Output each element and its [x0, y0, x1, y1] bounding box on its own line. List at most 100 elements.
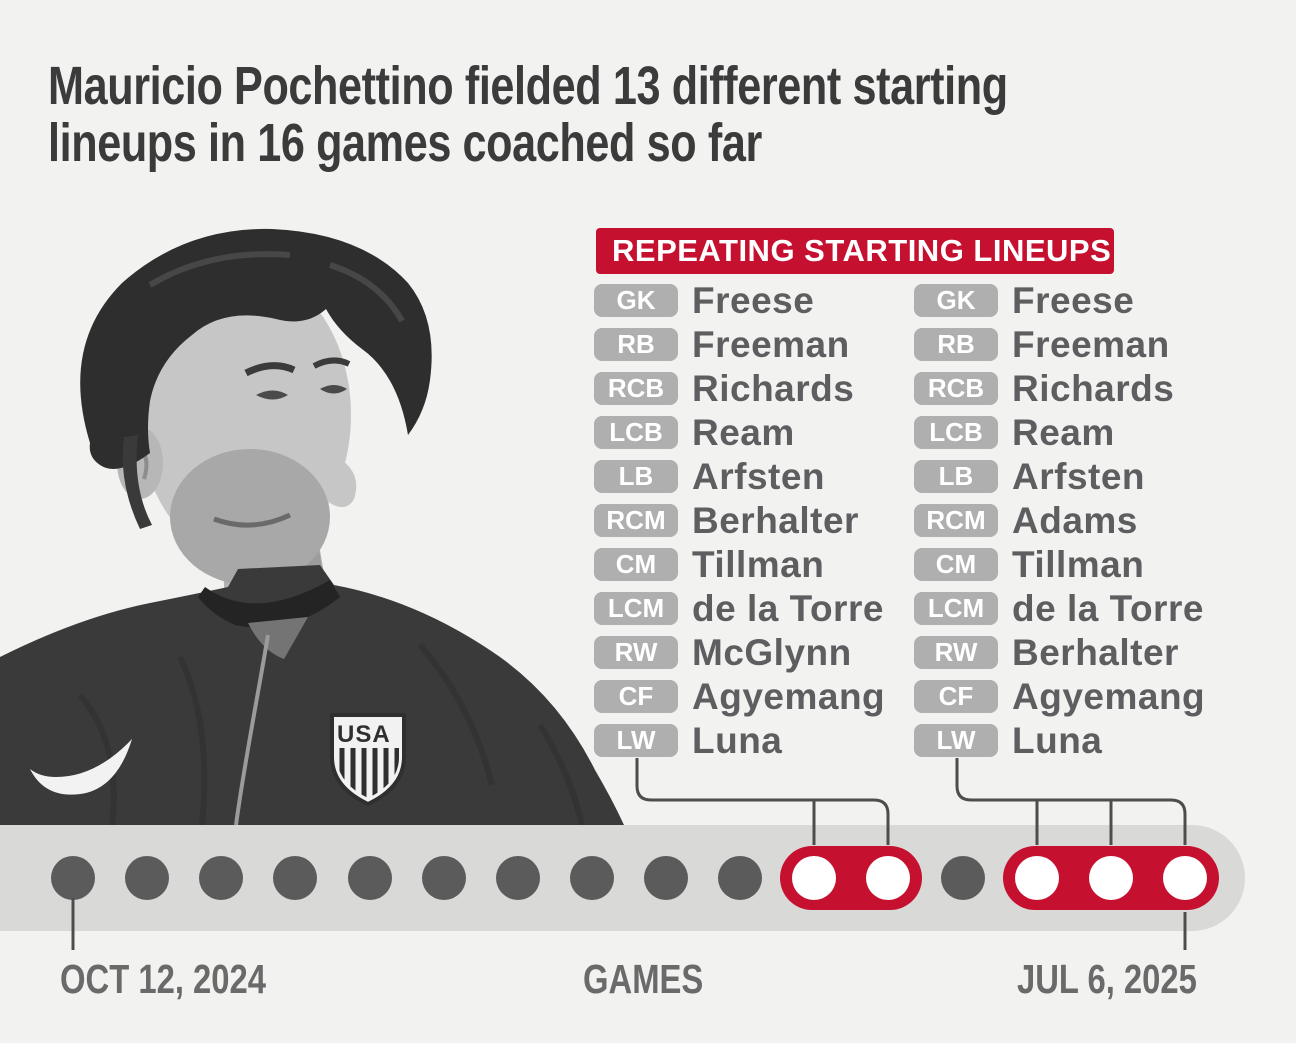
lineup-column-1: GK Freese RB Freeman RCB Richards LCB Ream LB Arf… [594, 280, 886, 761]
repeated-game-dot [1088, 856, 1133, 900]
player-name: Agyemang [692, 675, 886, 717]
player-row: RW Berhalter [914, 632, 1205, 673]
player-name: Luna [692, 719, 783, 761]
repeating-lineups-banner: REPEATING STARTING LINEUPS [596, 228, 1114, 274]
collar [198, 580, 340, 628]
game-dot [644, 856, 689, 900]
player-name: Freese [692, 279, 815, 321]
player-row: RCM Adams [914, 500, 1205, 541]
player-name: Tillman [1012, 543, 1145, 585]
nose [330, 453, 357, 508]
player-row: RCM Berhalter [594, 500, 885, 541]
page-title-line-1: Mauricio Pochettino fielded 13 different… [48, 56, 1008, 116]
usa-crest-icon: USA [330, 713, 406, 806]
position-badge: RCM [914, 504, 998, 537]
player-row: GK Freese [594, 280, 885, 321]
timeline-start-date: OCT 12, 2024 [60, 956, 267, 1002]
position-badge: RB [914, 328, 998, 361]
repeated-game-dot [792, 856, 837, 900]
game-dot [569, 856, 614, 900]
repeated-game-dot [1014, 856, 1059, 900]
player-name: de la Torre [692, 587, 884, 629]
player-name: Richards [692, 367, 855, 409]
player-row: RCB Richards [914, 368, 1205, 409]
player-row: LB Arfsten [914, 456, 1205, 497]
player-name: McGlynn [692, 631, 852, 673]
page-title-line-2: lineups in 16 games coached so far [48, 113, 762, 173]
player-row: RW McGlynn [594, 632, 885, 673]
position-badge: RCB [914, 372, 998, 405]
player-row: LCB Ream [594, 412, 885, 453]
position-badge: LW [914, 724, 998, 757]
player-name: Adams [1012, 499, 1138, 541]
position-badge: CF [594, 680, 678, 713]
player-name: de la Torre [1012, 587, 1204, 629]
player-row: LW Luna [594, 720, 885, 761]
position-badge: RB [594, 328, 678, 361]
jacket [0, 565, 624, 825]
game-dot [718, 856, 763, 900]
mouth [213, 512, 292, 528]
game-dot [940, 856, 985, 900]
position-badge: LB [594, 460, 678, 493]
player-row: LCM de la Torre [914, 588, 1205, 629]
player-name: Freeman [1012, 323, 1170, 365]
position-badge: LW [594, 724, 678, 757]
position-badge: CM [594, 548, 678, 581]
repeated-game-dot [1162, 856, 1207, 900]
player-name: Agyemang [1012, 675, 1206, 717]
player-row: CM Tillman [914, 544, 1205, 585]
player-row: RB Freeman [594, 324, 885, 365]
game-dot [347, 856, 392, 900]
position-badge: RCM [594, 504, 678, 537]
position-badge: LCB [914, 416, 998, 449]
position-badge: LCM [914, 592, 998, 625]
player-name: Freese [1012, 279, 1135, 321]
player-row: LCM de la Torre [594, 588, 885, 629]
game-dot [51, 856, 95, 900]
eye [256, 390, 288, 400]
position-badge: CF [914, 680, 998, 713]
timeline-axis-label: GAMES [583, 956, 704, 1002]
player-row: CF Agyemang [914, 676, 1205, 717]
player-name: Arfsten [692, 455, 826, 497]
position-badge: CM [914, 548, 998, 581]
player-row: LW Luna [914, 720, 1205, 761]
player-name: Tillman [692, 543, 825, 585]
timeline-end-date: JUL 6, 2025 [1017, 956, 1197, 1002]
position-badge: LCM [594, 592, 678, 625]
position-badge: RCB [594, 372, 678, 405]
player-name: Ream [1012, 411, 1115, 453]
player-name: Berhalter [1012, 631, 1179, 673]
game-dot [125, 856, 170, 900]
player-row: LB Arfsten [594, 456, 885, 497]
hair [80, 228, 432, 469]
timeline-band [0, 825, 1245, 931]
game-dot [495, 856, 540, 900]
position-badge: RW [594, 636, 678, 669]
lineup-column-2: GK Freese RB Freeman RCB Richards LCB Ream LB Arf… [914, 280, 1205, 761]
eye [320, 385, 347, 394]
position-badge: GK [914, 284, 998, 317]
player-name: Arfsten [1012, 455, 1146, 497]
game-dot [421, 856, 466, 900]
nike-swoosh-icon [30, 739, 132, 795]
player-row: LCB Ream [914, 412, 1205, 453]
player-name: Freeman [692, 323, 850, 365]
player-row: GK Freese [914, 280, 1205, 321]
position-badge: GK [594, 284, 678, 317]
player-name: Berhalter [692, 499, 859, 541]
repeated-game-dot [866, 856, 911, 900]
game-dot [273, 856, 318, 900]
player-name: Ream [692, 411, 795, 453]
zipper [234, 634, 270, 825]
undershirt [248, 617, 308, 659]
beard [170, 449, 330, 585]
player-row: CM Tillman [594, 544, 885, 585]
player-row: RCB Richards [594, 368, 885, 409]
pochettino-photo: USA [0, 228, 624, 825]
page-title: Mauricio Pochettino fielded 13 different… [48, 58, 1008, 172]
position-badge: RW [914, 636, 998, 669]
crest-text: USA [337, 721, 391, 748]
player-row: RB Freeman [914, 324, 1205, 365]
